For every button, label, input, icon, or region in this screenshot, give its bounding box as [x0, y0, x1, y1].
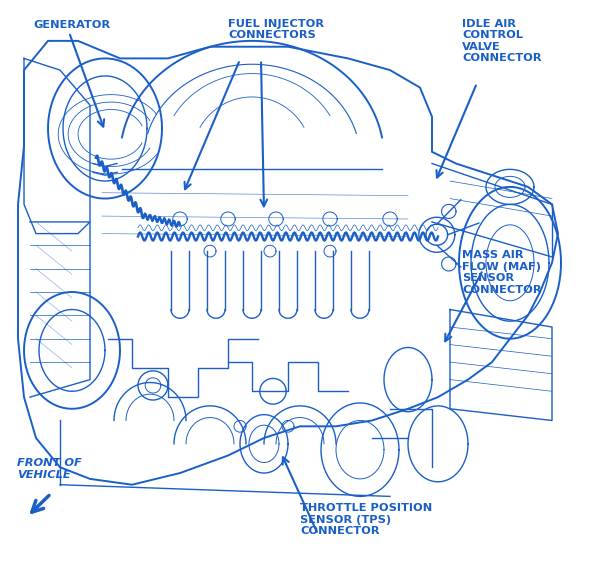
Text: THROTTLE POSITION
SENSOR (TPS)
CONNECTOR: THROTTLE POSITION SENSOR (TPS) CONNECTOR: [300, 503, 432, 536]
Text: GENERATOR: GENERATOR: [33, 20, 110, 30]
Text: IDLE AIR
CONTROL
VALVE
CONNECTOR: IDLE AIR CONTROL VALVE CONNECTOR: [462, 19, 542, 64]
Text: MASS AIR
FLOW (MAF)
SENSOR
CONNECTOR: MASS AIR FLOW (MAF) SENSOR CONNECTOR: [462, 250, 542, 295]
Text: FRONT OF
VEHICLE: FRONT OF VEHICLE: [17, 458, 82, 480]
Text: FUEL INJECTOR
CONNECTORS: FUEL INJECTOR CONNECTORS: [228, 19, 324, 40]
